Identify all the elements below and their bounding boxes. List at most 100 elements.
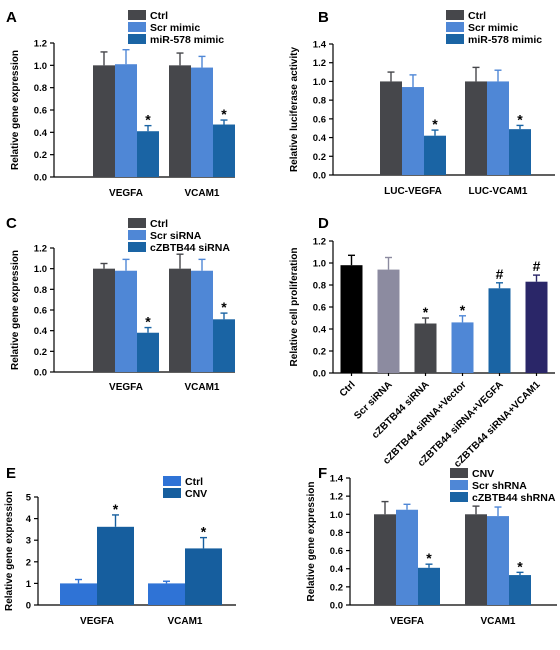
y-tick-label: 1.0 bbox=[34, 61, 47, 72]
bar bbox=[60, 583, 97, 605]
y-axis-title: Relative cell proliferation bbox=[289, 248, 300, 367]
y-tick-label: 0.6 bbox=[34, 106, 47, 117]
legend-label: Scr mimic bbox=[150, 22, 200, 34]
y-tick-label: 0.8 bbox=[313, 281, 326, 292]
y-tick-label: 1.2 bbox=[313, 58, 326, 69]
legend-swatch bbox=[128, 10, 146, 20]
y-axis-title: Relative gene expression bbox=[10, 50, 21, 170]
y-tick-label: 1.0 bbox=[313, 77, 326, 88]
bar bbox=[213, 124, 235, 177]
bar bbox=[115, 270, 137, 372]
category-label: LUC-VEGFA bbox=[384, 186, 442, 197]
category-label: VEGFA bbox=[390, 616, 424, 627]
y-tick-label: 1.0 bbox=[330, 510, 343, 521]
panel-label: B bbox=[318, 9, 329, 26]
panel-a: A 0.0 0.2 0.4 0.6 0.8 1.0 1.2 Relative gene expr… bbox=[6, 9, 235, 199]
significance-mark: * bbox=[426, 550, 432, 566]
panel-c: C 0.0 0.2 0.4 0.6 0.8 1.0 1.2 Relative gene expr… bbox=[6, 215, 235, 393]
y-tick-label: 4 bbox=[26, 514, 32, 525]
category-label: VCAM1 bbox=[167, 616, 202, 627]
bar bbox=[374, 514, 396, 605]
y-tick-label: 5 bbox=[26, 493, 32, 504]
legend-label: Scr mimic bbox=[468, 22, 518, 34]
significance-mark: # bbox=[496, 266, 504, 282]
bar bbox=[487, 81, 509, 175]
y-tick-label: 0.8 bbox=[34, 285, 47, 296]
legend-label: Ctrl bbox=[468, 10, 486, 22]
legend-label: cZBTB44 shRNA bbox=[472, 492, 556, 504]
y-tick-label: 0.2 bbox=[330, 582, 343, 593]
panel-d: D 0.0 0.2 0.4 0.6 0.8 1.0 1.2 Relative cell prol… bbox=[289, 215, 555, 470]
category-label: VEGFA bbox=[109, 382, 143, 393]
legend-label: Scr siRNA bbox=[150, 230, 202, 242]
y-tick-label: 0.0 bbox=[330, 601, 343, 612]
panel-label: E bbox=[6, 465, 16, 482]
category-label: VCAM1 bbox=[480, 616, 515, 627]
y-tick-label: 0 bbox=[26, 601, 31, 612]
y-tick-label: 1 bbox=[26, 579, 32, 590]
significance-mark: * bbox=[432, 116, 438, 132]
y-tick-label: 0.0 bbox=[313, 171, 326, 182]
bar bbox=[487, 516, 509, 605]
panel-f: F 0.0 0.2 0.4 0.6 0.8 1.0 1.2 1.4 Relative gene e… bbox=[306, 465, 557, 627]
bar bbox=[451, 322, 474, 373]
legend-label: Ctrl bbox=[150, 218, 168, 230]
legend-label: CNV bbox=[185, 488, 207, 500]
y-tick-label: 0.8 bbox=[330, 528, 343, 539]
significance-mark: * bbox=[460, 302, 466, 318]
bar bbox=[402, 87, 424, 175]
y-tick-label: 0.6 bbox=[313, 114, 326, 125]
bar bbox=[509, 129, 531, 175]
bar bbox=[377, 269, 400, 373]
legend-label: miR-578 mimic bbox=[468, 34, 542, 46]
y-tick-label: 0.2 bbox=[34, 150, 47, 161]
panel-e: E 0 1 2 3 4 5 Relative gene expression * VEGFA * VC… bbox=[4, 465, 236, 627]
legend-swatch bbox=[128, 230, 146, 240]
bar bbox=[148, 583, 185, 605]
legend-swatch bbox=[446, 10, 464, 20]
legend-label: CNV bbox=[472, 468, 494, 480]
significance-mark: # bbox=[533, 258, 541, 274]
y-tick-label: 0.4 bbox=[330, 564, 344, 575]
bar bbox=[185, 548, 222, 605]
y-tick-label: 0.0 bbox=[34, 368, 47, 379]
legend-swatch bbox=[128, 242, 146, 252]
y-tick-label: 3 bbox=[26, 536, 31, 547]
y-tick-label: 0.6 bbox=[34, 306, 47, 317]
bar bbox=[93, 65, 115, 177]
bar bbox=[396, 509, 418, 605]
y-axis-title: Relative gene expression bbox=[10, 250, 21, 370]
panel-label: C bbox=[6, 215, 17, 232]
bar bbox=[465, 514, 487, 605]
y-tick-label: 0.6 bbox=[330, 546, 343, 557]
y-tick-label: 0.8 bbox=[34, 83, 47, 94]
bar bbox=[97, 526, 134, 605]
significance-mark: * bbox=[201, 524, 207, 540]
category-label: Ctrl bbox=[338, 379, 358, 399]
legend-swatch bbox=[163, 488, 181, 498]
legend-swatch bbox=[446, 34, 464, 44]
y-axis-title: Relative gene expression bbox=[4, 491, 15, 611]
bar bbox=[191, 67, 213, 177]
bar bbox=[169, 268, 191, 372]
y-tick-label: 1.4 bbox=[330, 474, 344, 485]
significance-mark: * bbox=[517, 558, 523, 574]
category-label: VCAM1 bbox=[184, 188, 219, 199]
bar bbox=[525, 281, 548, 373]
y-axis-title: Relative gene expression bbox=[306, 481, 317, 601]
y-tick-label: 1.2 bbox=[330, 492, 343, 503]
y-tick-label: 0.0 bbox=[313, 369, 326, 380]
bar bbox=[424, 135, 446, 175]
y-tick-label: 0.2 bbox=[313, 152, 326, 163]
panel-label: A bbox=[6, 9, 17, 26]
significance-mark: * bbox=[145, 112, 151, 128]
y-tick-label: 1.2 bbox=[34, 39, 47, 50]
category-label: LUC-VCAM1 bbox=[469, 186, 528, 197]
significance-mark: * bbox=[113, 501, 119, 517]
legend-swatch bbox=[128, 34, 146, 44]
y-axis-title: Relative luciferase activity bbox=[289, 47, 300, 173]
legend-swatch bbox=[450, 480, 468, 490]
significance-mark: * bbox=[221, 106, 227, 122]
y-tick-label: 0.4 bbox=[313, 325, 327, 336]
